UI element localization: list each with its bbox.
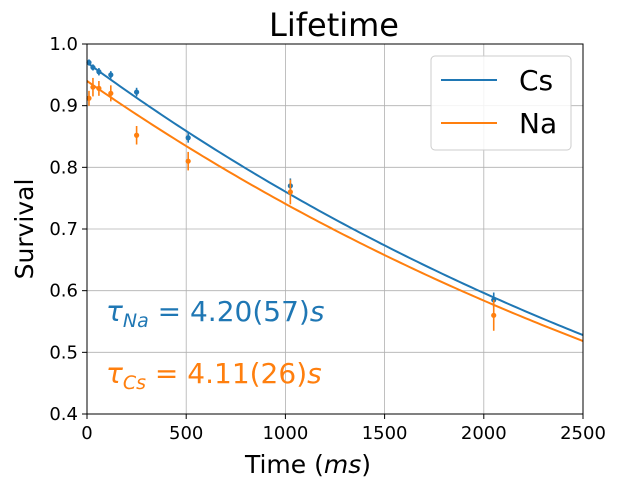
annotation-tau-na-sub: Na	[123, 310, 149, 332]
x-tick-label: 1500	[362, 423, 408, 444]
y-tick-label: 1.0	[49, 34, 78, 55]
x-tick-label: 2000	[461, 423, 507, 444]
annotation-tau-na: τNa = 4.20(57)s	[106, 295, 324, 332]
annotation-tau-cs-value: = 4.11(26)	[146, 357, 307, 390]
fit-curves	[86, 61, 584, 342]
y-tick-label: 0.7	[49, 219, 78, 240]
data-point-na	[90, 84, 96, 90]
data-point-na	[491, 312, 497, 318]
y-axis-label: Survival	[10, 179, 39, 280]
annotation-tau-cs-symbol: τ	[106, 357, 123, 390]
data-point-na	[108, 90, 114, 96]
data-point-na	[86, 95, 92, 101]
annotation-tau-na-unit: s	[310, 295, 325, 328]
data-point-na	[185, 158, 191, 164]
data-points	[86, 59, 497, 331]
x-tick-label: 1000	[262, 423, 308, 444]
legend: Cs Na	[430, 55, 572, 151]
annotation-tau-cs-sub: Cs	[123, 372, 146, 394]
data-point-na	[287, 189, 293, 195]
annotation-tau-na-symbol: τ	[106, 295, 123, 328]
legend-label-na: Na	[519, 107, 557, 140]
data-point-na	[96, 85, 102, 91]
x-axis-label-close: )	[361, 450, 371, 479]
y-tick-label: 0.5	[49, 342, 78, 363]
annotation-tau-cs: τCs = 4.11(26)s	[106, 357, 322, 394]
data-point-cs	[108, 72, 114, 78]
data-point-na	[134, 132, 140, 138]
x-axis-label-main: Time (	[244, 450, 324, 479]
fit-curve-cs	[86, 61, 584, 337]
y-tick-label: 0.8	[49, 157, 78, 178]
x-tick-label: 2500	[560, 423, 606, 444]
x-axis-label: Time (ms)	[244, 450, 371, 479]
annotation-tau-na-value: = 4.20(57)	[149, 295, 310, 328]
x-tick-label: 500	[169, 423, 203, 444]
axis-ticks: 0 500 1000 1500 2000 2500 0.4 0.5 0.6 0.7 0.8 0.9 1.…	[49, 34, 606, 444]
x-axis-label-unit: ms	[324, 450, 361, 479]
data-point-cs	[134, 89, 140, 95]
y-tick-label: 0.4	[49, 404, 78, 425]
data-point-cs	[185, 135, 191, 141]
data-point-cs	[96, 69, 102, 75]
legend-label-cs: Cs	[519, 64, 553, 97]
chart-title: Lifetime	[269, 6, 399, 44]
data-point-cs	[90, 64, 96, 71]
y-tick-label: 0.6	[49, 281, 78, 302]
annotation-tau-cs-unit: s	[307, 357, 322, 390]
data-point-cs	[86, 59, 92, 66]
fit-curve-na	[86, 80, 584, 342]
y-tick-label: 0.9	[49, 96, 78, 117]
x-tick-label: 0	[81, 423, 92, 444]
grid-lines	[86, 43, 584, 415]
